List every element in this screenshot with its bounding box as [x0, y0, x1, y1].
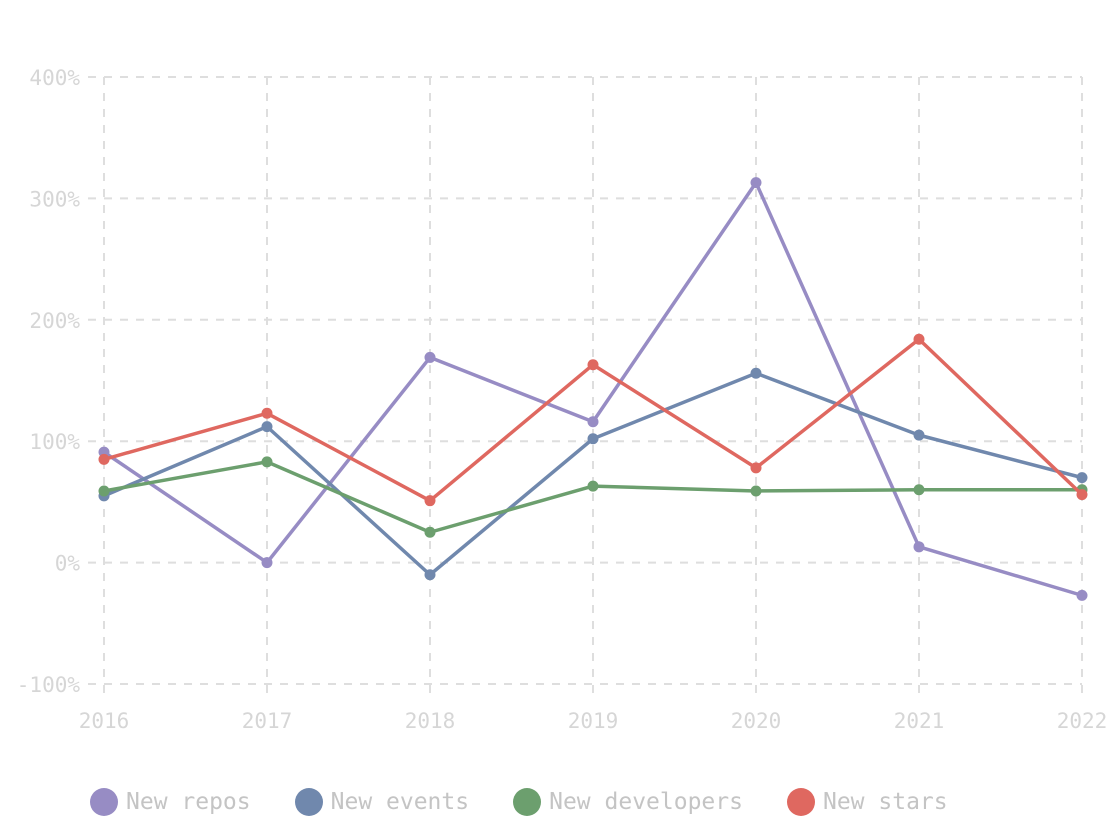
- y-tick-label: 0%: [55, 552, 81, 576]
- data-point-new-repos: [261, 557, 273, 569]
- y-tick-label: 400%: [29, 66, 80, 90]
- legend-label: New stars: [822, 789, 948, 815]
- legend-item-new-developers[interactable]: New developers: [513, 788, 743, 816]
- data-point-new-events: [750, 367, 762, 379]
- data-point-new-events: [587, 433, 599, 445]
- data-point-new-stars: [1076, 489, 1088, 501]
- data-point-new-repos: [587, 416, 599, 428]
- y-tick-label: 200%: [29, 309, 80, 333]
- legend-label: New developers: [549, 789, 743, 815]
- x-tick-label: 2021: [894, 709, 945, 733]
- data-point-new-events: [261, 421, 273, 433]
- data-point-new-stars: [913, 333, 925, 345]
- data-point-new-stars: [750, 462, 762, 474]
- line-chart: 400% 300% 200% 100% 0% -100% 2016 2017 2018 2019 2…: [17, 66, 1108, 733]
- legend-label: New repos: [126, 789, 251, 815]
- legend-dot-icon: [294, 788, 323, 816]
- data-point-new-repos: [424, 351, 436, 363]
- data-point-new-repos: [750, 177, 762, 189]
- data-point-new-stars: [98, 453, 110, 465]
- legend: New repos New events New developers New sta…: [90, 788, 992, 816]
- data-point-new-developers: [98, 485, 110, 497]
- data-point-new-events: [1076, 472, 1088, 484]
- legend-item-new-stars[interactable]: New stars: [786, 788, 948, 816]
- legend-item-new-repos[interactable]: New repos: [90, 788, 251, 816]
- data-point-new-stars: [587, 359, 599, 371]
- y-tick-label: 300%: [29, 187, 80, 211]
- legend-label: New events: [330, 789, 470, 815]
- legend-dot-icon: [513, 788, 542, 816]
- legend-dot-icon: [90, 788, 118, 816]
- data-point-new-developers: [913, 484, 925, 496]
- data-point-new-developers: [587, 480, 599, 492]
- x-tick-label: 2020: [731, 709, 782, 733]
- data-point-new-events: [424, 569, 436, 581]
- legend-dot-icon: [786, 788, 815, 816]
- x-tick-label: 2017: [242, 709, 293, 733]
- data-point-new-stars: [261, 407, 273, 419]
- data-point-new-repos: [1076, 589, 1088, 601]
- data-point-new-events: [913, 429, 925, 441]
- y-tick-label: 100%: [29, 430, 80, 454]
- x-tick-label: 2016: [79, 709, 130, 733]
- data-point-new-developers: [424, 526, 436, 538]
- data-point-new-developers: [261, 456, 273, 468]
- x-tick-label: 2022: [1057, 709, 1108, 733]
- data-point-new-stars: [424, 495, 436, 507]
- legend-item-new-events[interactable]: New events: [294, 788, 470, 816]
- data-point-new-repos: [913, 541, 925, 553]
- x-tick-label: 2019: [568, 709, 619, 733]
- x-tick-label: 2018: [405, 709, 456, 733]
- data-point-new-developers: [750, 485, 762, 497]
- y-tick-label: -100%: [17, 673, 81, 697]
